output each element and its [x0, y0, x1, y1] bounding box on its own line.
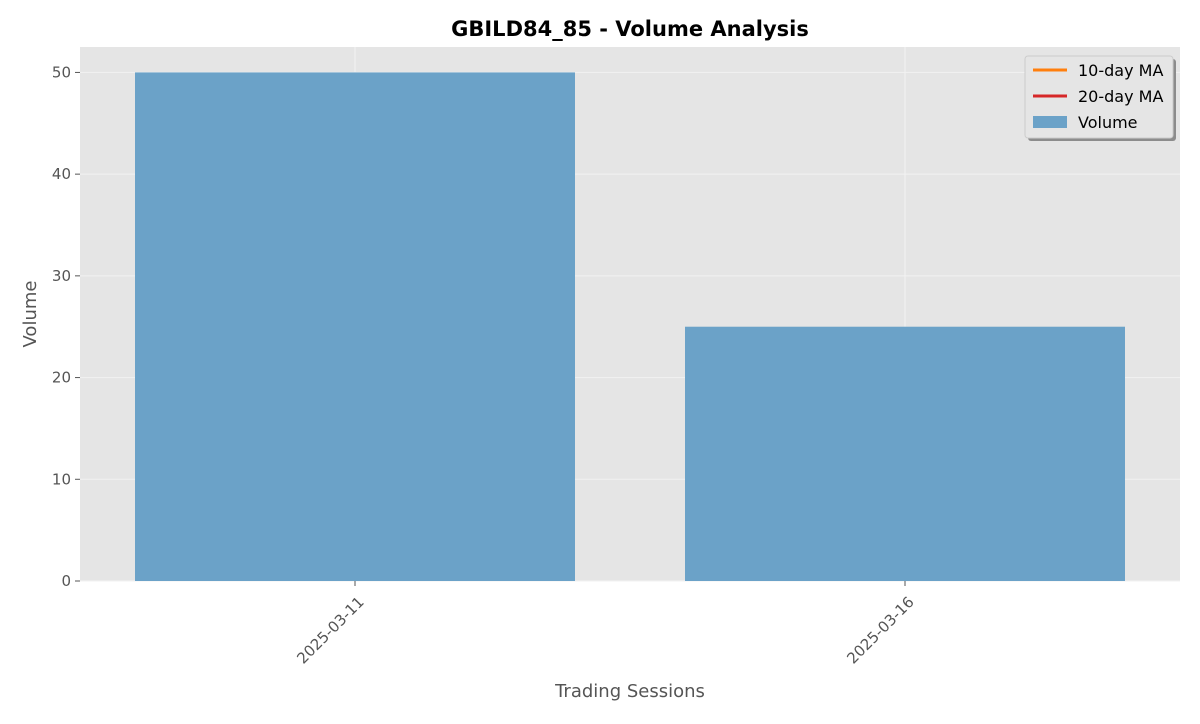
x-axis-ticks: 2025-03-11 2025-03-16 [293, 581, 918, 667]
legend-swatch-2 [1033, 116, 1067, 128]
y-tick-label-2: 20 [52, 369, 71, 387]
legend-label-1: 20-day MA [1078, 87, 1163, 106]
chart-title: GBILD84_85 - Volume Analysis [451, 17, 809, 41]
bar-2025-03-11[interactable] [135, 72, 575, 581]
y-axis-ticks: 0 10 20 30 40 50 [52, 63, 80, 590]
legend-label-0: 10-day MA [1078, 61, 1163, 80]
y-tick-label-3: 30 [52, 267, 71, 285]
bar-2025-03-16[interactable] [685, 326, 1125, 581]
legend: 10-day MA 20-day MA Volume [1024, 55, 1176, 141]
y-tick-label-1: 10 [52, 470, 71, 488]
y-tick-label-4: 40 [52, 165, 71, 183]
y-tick-label-5: 50 [52, 63, 71, 81]
x-tick-label-0: 2025-03-11 [293, 593, 367, 667]
x-axis-label: Trading Sessions [554, 681, 705, 702]
bars-group [135, 72, 1125, 581]
y-axis-label: Volume [20, 281, 41, 348]
y-tick-label-0: 0 [61, 572, 71, 590]
x-tick-label-1: 2025-03-16 [843, 593, 917, 667]
legend-label-2: Volume [1078, 113, 1138, 132]
